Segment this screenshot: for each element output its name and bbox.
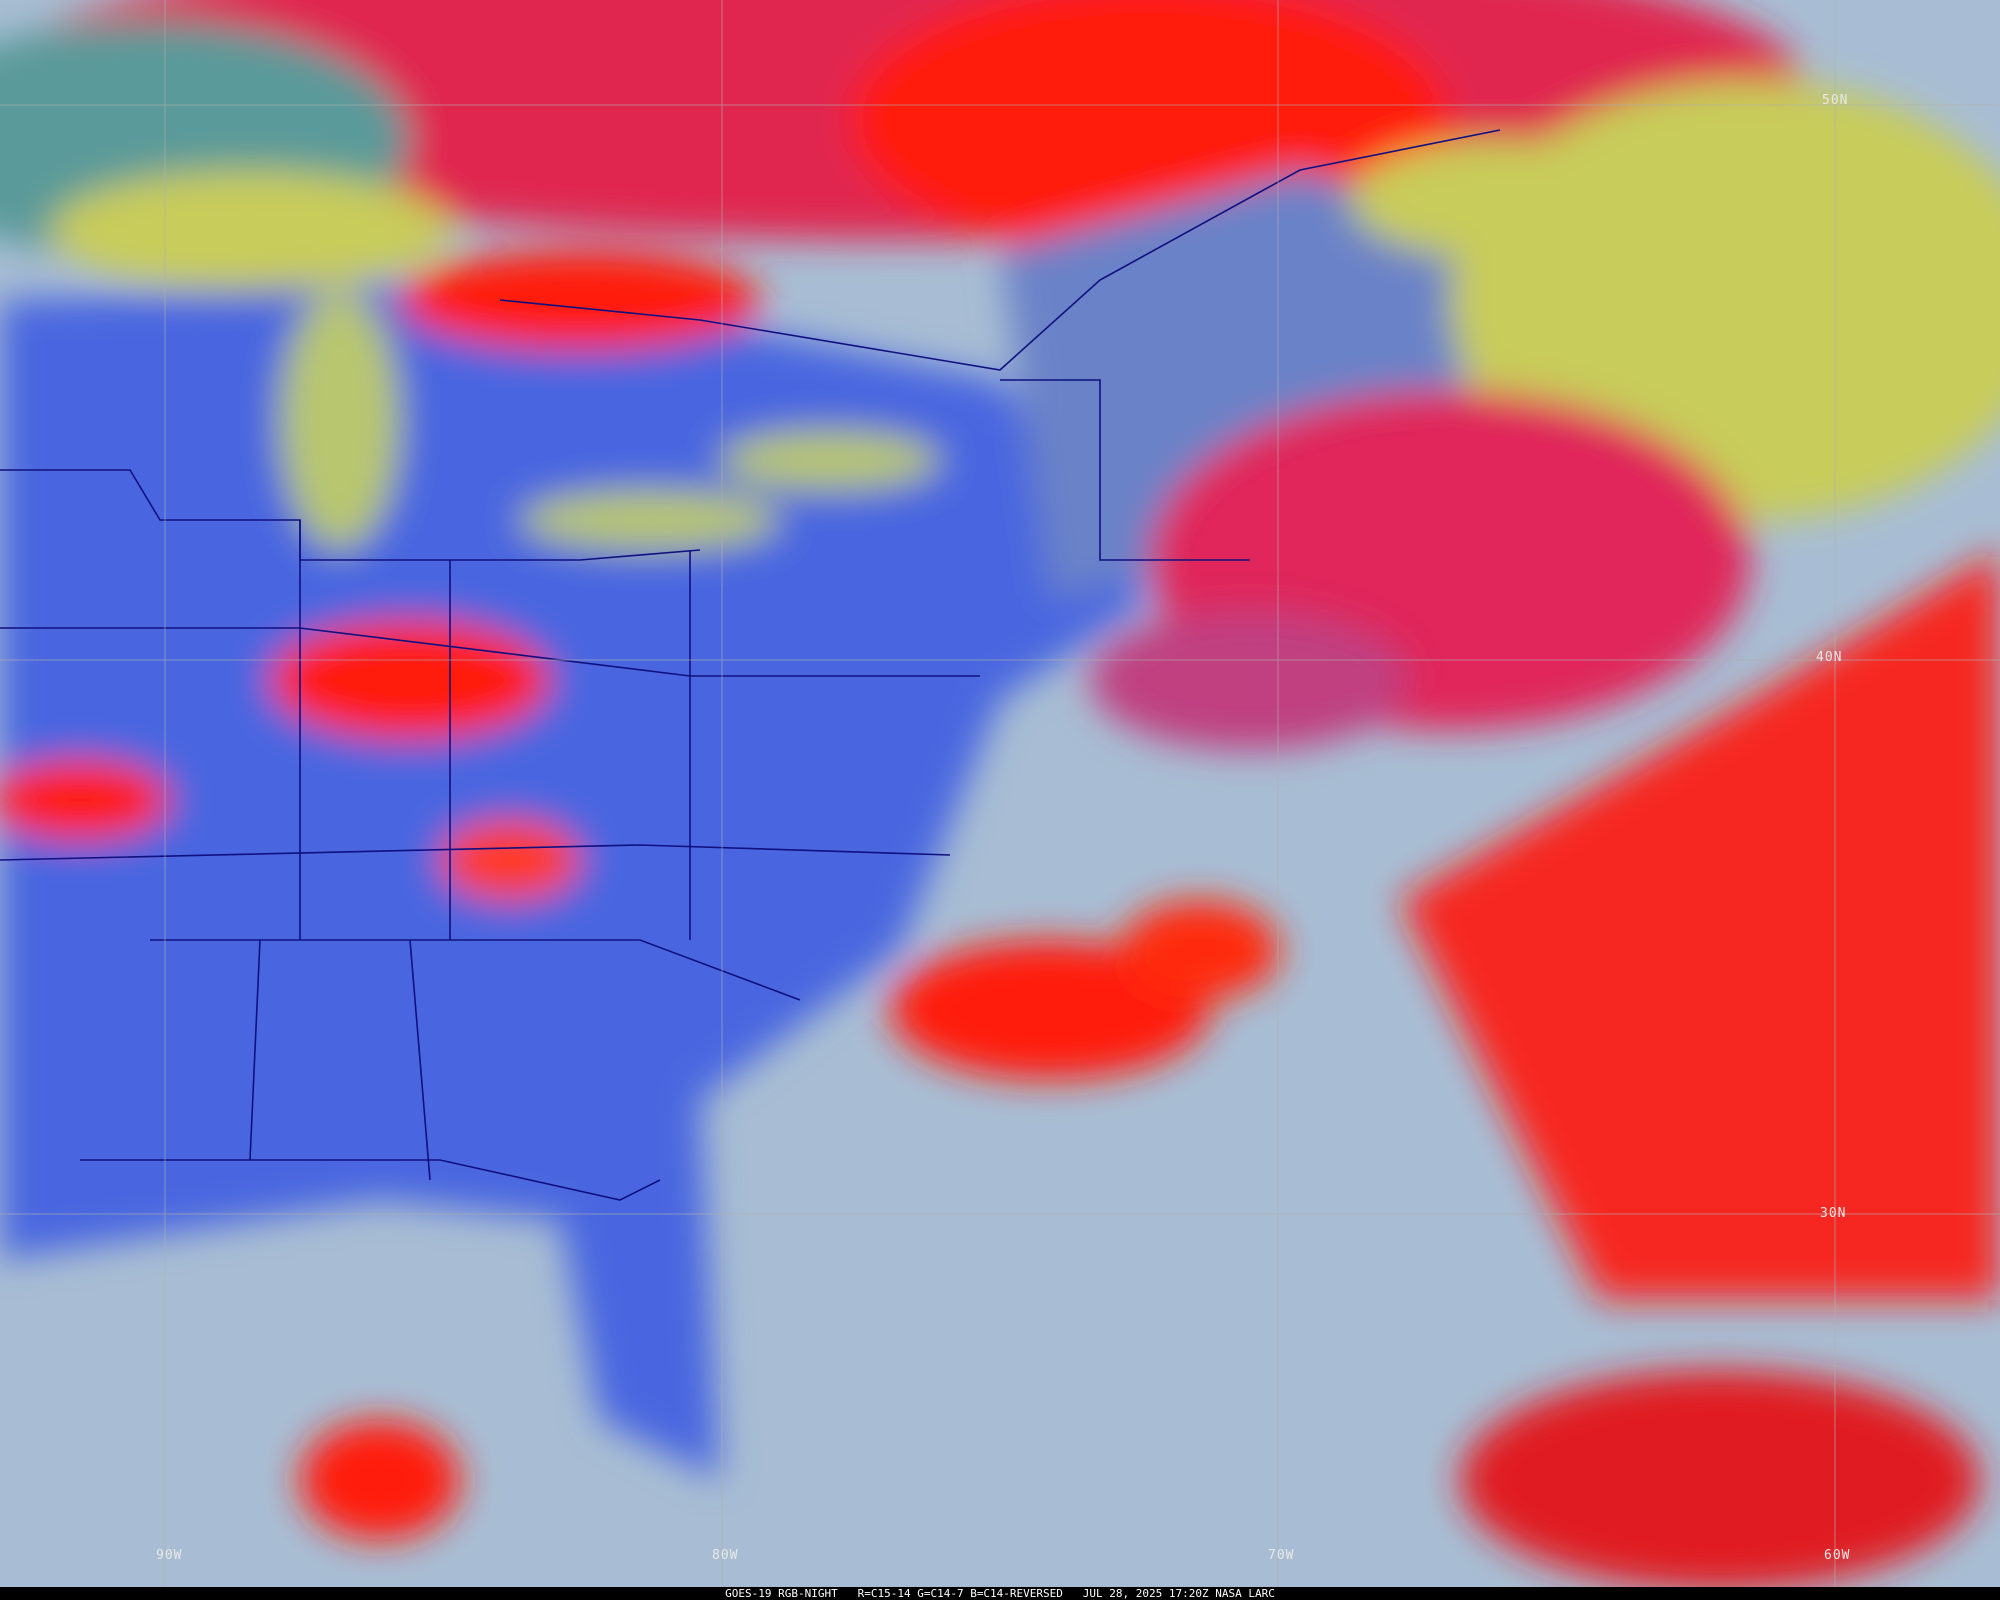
political-borders — [0, 129, 1501, 1201]
storm-offshore — [890, 940, 1210, 1080]
lon-label-60w: 60W — [1824, 1548, 1851, 1563]
lake-superior — [50, 170, 450, 290]
land-us-east — [0, 280, 1150, 1480]
lon-label-70w: 70W — [1268, 1548, 1295, 1563]
lon-label-90w: 90W — [156, 1548, 183, 1563]
lat-label-50n: 50N — [1822, 93, 1849, 108]
lat-label-30n: 30N — [1820, 1206, 1847, 1221]
lon-label-80w: 80W — [712, 1548, 739, 1563]
lat-label-40n: 40N — [1816, 650, 1843, 665]
storm-ohio — [270, 620, 550, 740]
image-caption: GOES-19 RGB-NIGHT R=C15-14 G=C14-7 B=C14… — [0, 1587, 2000, 1600]
